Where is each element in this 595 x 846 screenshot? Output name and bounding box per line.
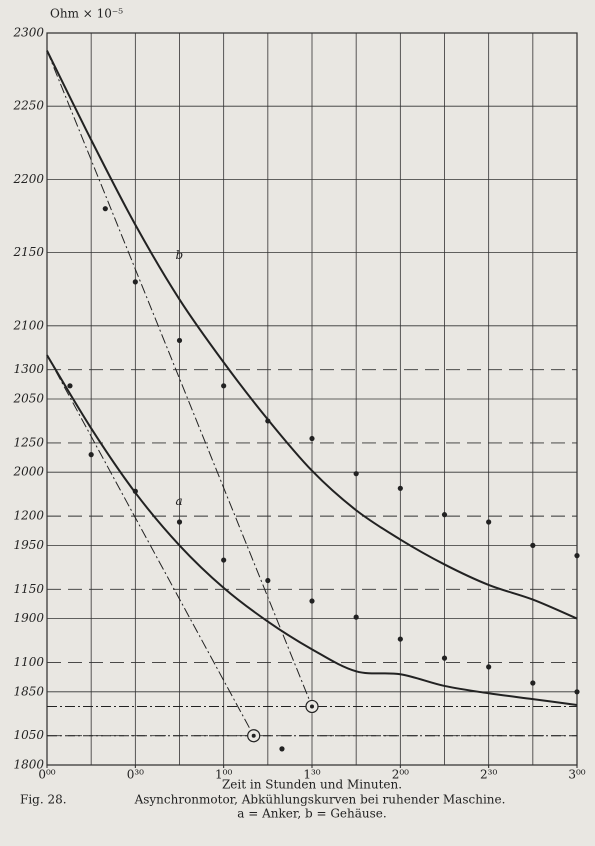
tangent-line (46, 50, 313, 707)
figure-legend: a = Anker, b = Gehäuse. (237, 807, 386, 821)
measurement-point (486, 519, 492, 525)
y-tick-label: 2150 (12, 245, 44, 259)
y-tick-label: 2250 (12, 99, 44, 113)
measurement-point (132, 488, 138, 494)
x-tick-label: 2³⁰ (480, 768, 497, 782)
x-tick-label: 2⁰⁰ (392, 768, 409, 782)
measurement-point (441, 655, 448, 661)
tangent-point-center (251, 733, 256, 738)
curve (46, 50, 578, 620)
y-tick-label: 2100 (12, 318, 44, 332)
measurement-point (221, 557, 227, 563)
measurement-point (176, 337, 183, 344)
y-tick-label: 2300 (12, 26, 44, 40)
measurement-point (353, 471, 359, 477)
measurement-point (486, 664, 492, 670)
measurement-point (530, 680, 536, 686)
tangent-point-center (310, 704, 314, 709)
y-tick-label: 1950 (13, 538, 44, 552)
curve (46, 354, 578, 706)
measurement-point (279, 746, 285, 752)
measurement-point (88, 452, 94, 458)
measurement-point (265, 418, 271, 424)
curve-label: b (176, 248, 184, 262)
measurement-point (397, 636, 403, 642)
y-tick-label: 1900 (13, 611, 44, 625)
y-tick-label: 2200 (12, 172, 44, 186)
measurement-point (574, 689, 580, 695)
measurement-point (353, 614, 359, 620)
x-tick-label: 0³⁰ (127, 768, 144, 782)
figure-number: Fig. 28. (20, 793, 67, 807)
measurement-point (67, 383, 73, 389)
y-tick-label: 2050 (12, 392, 44, 406)
y2-tick-label: 1150 (13, 582, 44, 596)
x-axis-label: Zeit in Stunden und Minuten. (222, 778, 402, 792)
measurement-point (441, 512, 448, 518)
x-tick-label: 1⁰⁰ (215, 768, 232, 782)
y-axis-label: Ohm × 10⁻⁵ (50, 7, 123, 21)
figure-title: Asynchronmotor, Abkühlungskurven bei ruh… (134, 793, 506, 807)
y2-tick-label: 1050 (13, 728, 44, 742)
x-tick-label: 1³⁰ (303, 768, 320, 782)
y-tick-label: 1850 (13, 684, 44, 698)
curve-label: a (176, 494, 183, 508)
measurement-point (574, 553, 580, 559)
y2-tick-label: 1100 (13, 655, 44, 669)
tangent-line (46, 354, 255, 736)
measurement-point (309, 598, 315, 604)
measurement-point (530, 542, 536, 549)
measurement-point (102, 206, 108, 212)
measurement-point (132, 279, 138, 285)
x-tick-label: 0⁰⁰ (38, 768, 55, 782)
y-tick-label: 1800 (13, 758, 44, 772)
y2-tick-label: 1300 (13, 362, 44, 376)
y2-tick-label: 1200 (13, 509, 44, 523)
measurement-point (309, 435, 315, 442)
measurement-point (221, 383, 227, 389)
measurement-point (265, 577, 271, 584)
y2-tick-label: 1250 (13, 435, 44, 449)
x-tick-label: 3⁰⁰ (568, 768, 585, 782)
y-tick-label: 2000 (12, 465, 44, 479)
measurement-point (397, 485, 403, 491)
measurement-point (176, 519, 183, 525)
